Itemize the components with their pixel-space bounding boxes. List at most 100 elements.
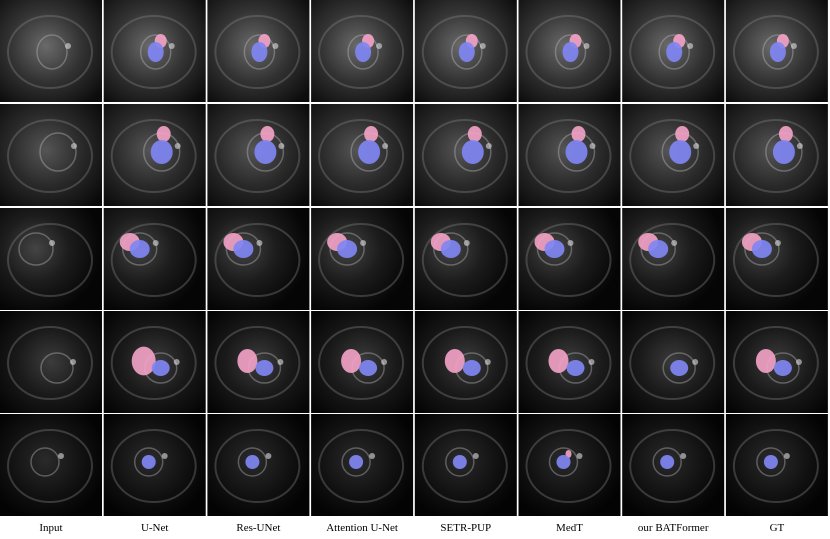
column-label: our BATFormer [638,522,709,534]
body-outline [318,429,405,503]
body-outline [110,119,197,193]
image-cell [103,414,206,516]
body-outline [110,223,197,297]
mri-image [622,208,725,310]
image-cell [518,104,621,206]
blue-mask [358,140,381,164]
image-cell [622,104,725,206]
bright-spot [256,240,263,246]
image-cell [311,311,414,413]
body-outline [318,223,405,297]
image-cell [622,311,725,413]
heart-outline [39,132,77,172]
pink-mask [237,349,258,373]
image-cell [725,414,828,516]
image-cell [207,104,310,206]
bright-spot [49,240,55,246]
pink-mask [778,126,793,142]
heart-outline [329,232,365,266]
blue-mask [254,140,277,164]
image-cell [0,0,102,102]
blue-mask [245,455,260,469]
column-label: Res-UNet [236,522,280,534]
body-outline [732,15,819,89]
heart-outline [225,232,262,266]
body-outline [318,119,405,193]
bright-spot [382,143,389,149]
heart-outline [341,447,371,477]
heart-outline [548,447,579,477]
heart-outline [243,34,276,70]
image-cell [103,208,206,310]
image-cell [725,208,828,310]
mri-image [414,208,517,310]
heart-outline [36,34,68,70]
image-cell [518,311,621,413]
body-outline [525,119,612,193]
image-cell [103,0,206,102]
blue-mask [233,240,254,258]
heart-outline [237,447,268,477]
pink-mask [548,349,569,373]
bright-spot [173,359,180,365]
bright-spot [376,43,383,49]
column-label: U-Net [141,522,169,534]
blue-mask [462,360,481,376]
body-outline [525,15,612,89]
blue-mask [355,42,372,62]
heart-outline [445,447,475,477]
body-outline [110,15,197,89]
image-cell [311,0,414,102]
blue-mask [544,240,565,258]
blue-mask [660,455,675,469]
blue-mask [150,140,173,164]
blue-mask [337,240,358,258]
body-outline [732,326,819,400]
bright-spot [472,453,479,459]
image-cell [414,414,517,516]
bright-spot [692,359,699,365]
blue-mask [349,455,364,469]
heart-outline [762,34,794,70]
mri-image [103,208,206,310]
bright-spot [71,143,77,149]
heart-outline [451,34,483,70]
bright-spot [583,43,590,49]
bright-spot [58,453,64,459]
mri-image [725,311,828,413]
image-cell [103,104,206,206]
image-cell [207,208,310,310]
blue-mask [151,360,170,376]
bright-spot [152,240,159,246]
blue-mask [458,42,475,62]
body-outline [732,119,819,193]
pink-mask [755,349,776,373]
image-cell [311,414,414,516]
image-cell [414,104,517,206]
heart-outline [40,352,74,384]
pink-mask [364,126,379,142]
blue-mask [769,42,786,62]
heart-outline [30,447,60,477]
bright-spot [272,43,279,49]
mri-image [207,208,310,310]
column-label: MedT [556,522,583,534]
body-outline [421,223,508,297]
body-outline [318,15,405,89]
image-cell [725,311,828,413]
bright-spot [265,453,272,459]
image-cell [518,414,621,516]
body-outline [214,326,301,400]
image-cell [0,104,102,206]
body-outline [525,429,612,503]
image-cell [414,208,517,310]
image-cell [207,311,310,413]
blue-mask [556,455,571,469]
mri-image [414,311,517,413]
body-outline [629,223,716,297]
blue-mask [763,455,778,469]
heart-outline [652,447,682,477]
bright-spot [278,143,285,149]
bright-spot [174,143,181,149]
